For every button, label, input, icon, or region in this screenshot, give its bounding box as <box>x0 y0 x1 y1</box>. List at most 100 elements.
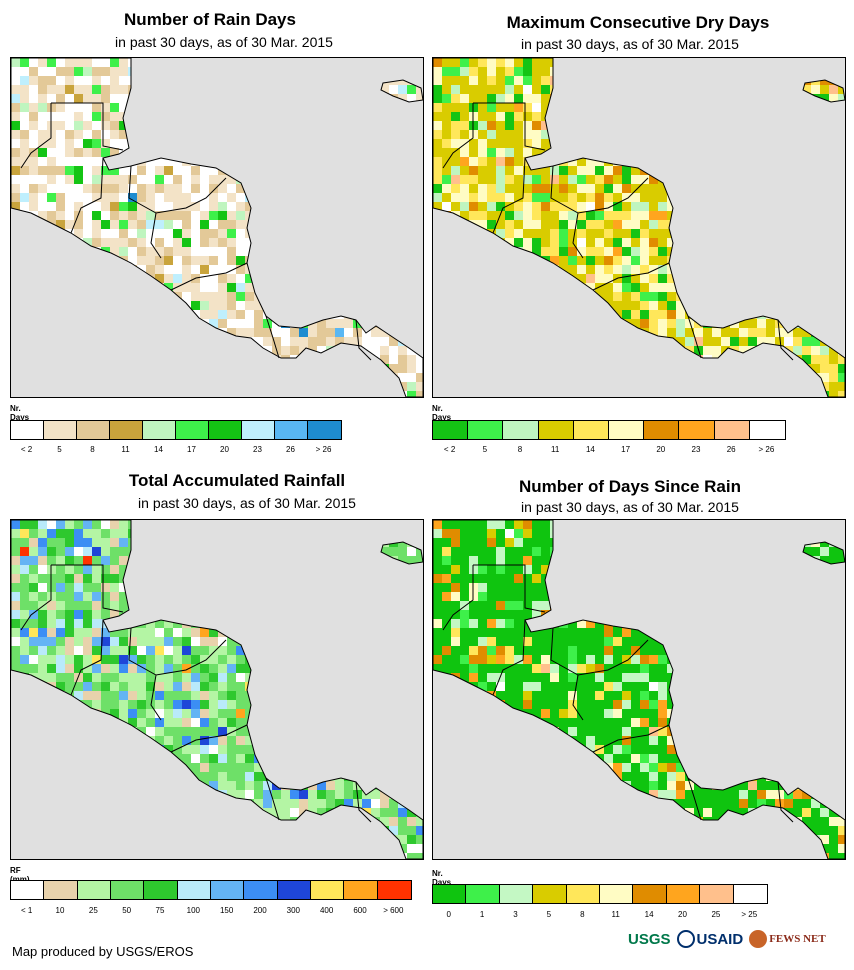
legend-label: 14 <box>154 445 163 454</box>
page-title: Number of Days Since Rain <box>518 477 741 496</box>
legend-swatch <box>533 885 567 903</box>
legend-label: 50 <box>122 906 132 915</box>
legend-label: 300 <box>286 906 301 915</box>
country-border <box>170 262 248 291</box>
country-border <box>687 777 702 821</box>
legend-label: 23 <box>691 445 701 454</box>
legend-swatch <box>749 421 785 439</box>
legend-swatch <box>733 885 767 903</box>
country-border <box>492 157 526 234</box>
color-legend <box>432 420 786 440</box>
legend-swatch <box>11 881 45 899</box>
country-border <box>777 319 794 361</box>
legend-title: RF (mm) <box>10 866 30 884</box>
legend-swatch <box>77 421 110 439</box>
legend-label: 11 <box>121 445 130 454</box>
color-legend <box>10 420 342 440</box>
map-canvas <box>11 520 423 859</box>
country-border <box>572 212 584 259</box>
legend-label: 20 <box>678 910 687 919</box>
country-border <box>473 102 546 151</box>
legend-swatch <box>633 885 667 903</box>
legend-swatch <box>700 885 734 903</box>
country-border <box>70 157 104 234</box>
coastline <box>380 79 423 103</box>
legend-swatch <box>466 885 500 903</box>
seal-icon <box>676 930 695 948</box>
map-credit: Map produced by USGS/EROS <box>12 944 194 959</box>
legend-label: 17 <box>187 445 196 454</box>
page-title: Number of Rain Days <box>124 10 296 29</box>
legend-label: 20 <box>220 445 229 454</box>
panel-subtitle: in past 30 days, as of 30 Mar. 2015 <box>115 34 333 50</box>
legend-swatch <box>244 881 278 899</box>
country-border <box>150 212 162 259</box>
country-border <box>70 619 104 696</box>
legend-swatch <box>11 421 44 439</box>
legend-label: 11 <box>551 445 560 454</box>
usgs-logo: USGS <box>628 930 671 948</box>
legend-label: 1 <box>479 910 485 919</box>
country-border <box>592 724 670 753</box>
legend-swatch <box>44 421 77 439</box>
logo-strip: USGS USAID FEWS NET <box>628 930 826 948</box>
legend-title: Nr. Days <box>432 404 452 422</box>
country-border <box>592 262 670 291</box>
legend-label: > 600 <box>383 906 404 915</box>
legend-label: 23 <box>253 445 262 454</box>
legend-swatch <box>433 421 469 439</box>
page-title: Maximum Consecutive Dry Days <box>506 13 770 32</box>
legend-label: 75 <box>155 906 165 915</box>
country-border <box>572 674 584 721</box>
map-canvas <box>433 520 845 859</box>
legend-swatch <box>377 881 411 899</box>
legend-swatch <box>666 885 701 903</box>
legend-swatch <box>344 881 378 899</box>
legend-label: 100 <box>186 906 201 915</box>
color-legend <box>10 880 412 900</box>
legend-swatch <box>143 421 176 439</box>
coastline <box>380 541 423 565</box>
legend-swatch <box>242 421 275 439</box>
legend-swatch <box>499 885 534 903</box>
legend-label: 26 <box>286 445 295 454</box>
legend-label: 0 <box>446 910 451 919</box>
legend-swatch <box>714 421 750 439</box>
country-border <box>492 619 526 696</box>
legend-label: 20 <box>656 445 666 454</box>
map-canvas <box>11 58 423 397</box>
country-border <box>170 724 248 753</box>
map-canvas <box>433 58 845 397</box>
legend-swatch <box>644 421 680 439</box>
country-border <box>51 102 124 151</box>
legend-label: 25 <box>711 910 721 919</box>
legend-label: 5 <box>57 445 62 454</box>
legend-label: 26 <box>726 445 736 454</box>
legend-swatch <box>468 421 504 439</box>
country-border <box>442 103 474 169</box>
legend-label: 10 <box>55 906 65 915</box>
legend-label: 5 <box>546 910 552 919</box>
country-border <box>687 315 702 359</box>
legend-swatch <box>566 885 600 903</box>
globe-icon <box>749 930 768 948</box>
legend-label: 8 <box>517 445 523 454</box>
country-border <box>20 103 52 169</box>
country-border <box>128 165 227 214</box>
legend-swatch <box>308 421 341 439</box>
legend-label: 3 <box>513 910 518 919</box>
legend-swatch <box>144 881 178 899</box>
color-legend <box>432 884 768 904</box>
legend-title: Nr. Days <box>10 404 30 422</box>
legend-label: 150 <box>219 906 234 915</box>
days-since-rain-map <box>432 519 846 860</box>
legend-label: 400 <box>319 906 334 915</box>
country-border <box>20 565 52 631</box>
panel-subtitle: in past 30 days, as of 30 Mar. 2015 <box>138 495 356 511</box>
legend-label: 200 <box>253 906 267 915</box>
legend-swatch <box>110 421 143 439</box>
total-rainfall-map <box>10 519 424 860</box>
coastline <box>802 79 845 103</box>
country-border <box>473 564 546 613</box>
legend-label: 25 <box>88 906 98 915</box>
